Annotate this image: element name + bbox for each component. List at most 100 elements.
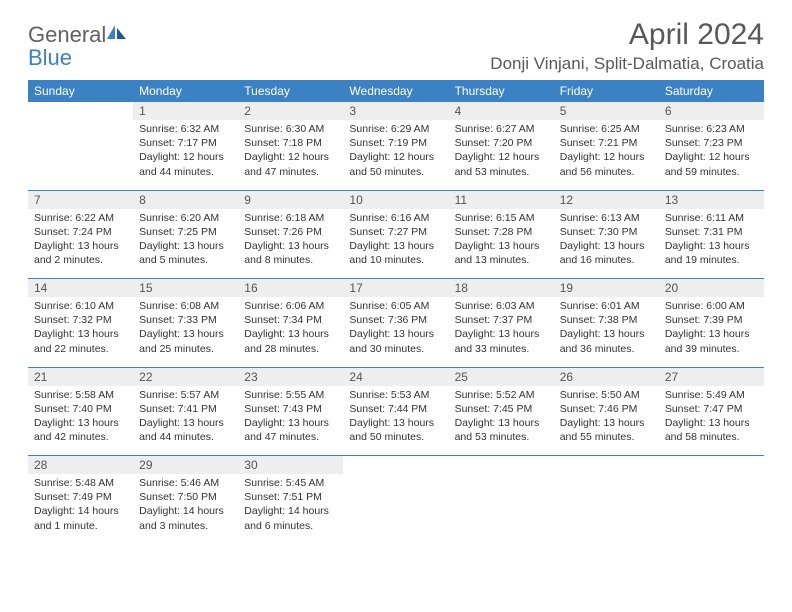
- day-details: Sunrise: 6:10 AMSunset: 7:32 PMDaylight:…: [28, 297, 133, 358]
- day-number: 10: [343, 191, 448, 209]
- day-number: 14: [28, 279, 133, 297]
- day-cell: 13Sunrise: 6:11 AMSunset: 7:31 PMDayligh…: [659, 191, 764, 279]
- day-details: Sunrise: 6:23 AMSunset: 7:23 PMDaylight:…: [659, 120, 764, 181]
- day-details: Sunrise: 6:15 AMSunset: 7:28 PMDaylight:…: [449, 209, 554, 270]
- day-cell: 26Sunrise: 5:50 AMSunset: 7:46 PMDayligh…: [554, 368, 659, 456]
- day-details: Sunrise: 5:49 AMSunset: 7:47 PMDaylight:…: [659, 386, 764, 447]
- day-number: 7: [28, 191, 133, 209]
- day-details: Sunrise: 5:50 AMSunset: 7:46 PMDaylight:…: [554, 386, 659, 447]
- day-cell: 28Sunrise: 5:48 AMSunset: 7:49 PMDayligh…: [28, 456, 133, 544]
- day-cell: 14Sunrise: 6:10 AMSunset: 7:32 PMDayligh…: [28, 279, 133, 367]
- day-details: Sunrise: 6:30 AMSunset: 7:18 PMDaylight:…: [238, 120, 343, 181]
- day-number: 28: [28, 456, 133, 474]
- day-cell: 4Sunrise: 6:27 AMSunset: 7:20 PMDaylight…: [449, 102, 554, 190]
- day-number: 27: [659, 368, 764, 386]
- weekday-header: Friday: [554, 80, 659, 102]
- day-cell: 16Sunrise: 6:06 AMSunset: 7:34 PMDayligh…: [238, 279, 343, 367]
- weekday-header: Wednesday: [343, 80, 448, 102]
- location-text: Donji Vinjani, Split-Dalmatia, Croatia: [490, 54, 764, 74]
- table-row: 28Sunrise: 5:48 AMSunset: 7:49 PMDayligh…: [28, 456, 764, 544]
- table-row: 7Sunrise: 6:22 AMSunset: 7:24 PMDaylight…: [28, 191, 764, 279]
- day-cell: 12Sunrise: 6:13 AMSunset: 7:30 PMDayligh…: [554, 191, 659, 279]
- day-details: Sunrise: 6:25 AMSunset: 7:21 PMDaylight:…: [554, 120, 659, 181]
- day-cell: 25Sunrise: 5:52 AMSunset: 7:45 PMDayligh…: [449, 368, 554, 456]
- calendar-table: SundayMondayTuesdayWednesdayThursdayFrid…: [28, 80, 764, 544]
- day-number: 5: [554, 102, 659, 120]
- day-details: Sunrise: 5:52 AMSunset: 7:45 PMDaylight:…: [449, 386, 554, 447]
- day-cell: 3Sunrise: 6:29 AMSunset: 7:19 PMDaylight…: [343, 102, 448, 190]
- day-number: 21: [28, 368, 133, 386]
- day-cell: [554, 456, 659, 544]
- day-cell: 23Sunrise: 5:55 AMSunset: 7:43 PMDayligh…: [238, 368, 343, 456]
- page-header: General Blue April 2024 Donji Vinjani, S…: [28, 18, 764, 74]
- day-number: 24: [343, 368, 448, 386]
- day-cell: 10Sunrise: 6:16 AMSunset: 7:27 PMDayligh…: [343, 191, 448, 279]
- day-details: Sunrise: 5:58 AMSunset: 7:40 PMDaylight:…: [28, 386, 133, 447]
- day-cell: 1Sunrise: 6:32 AMSunset: 7:17 PMDaylight…: [133, 102, 238, 190]
- day-number: 9: [238, 191, 343, 209]
- brand-part2: Blue: [28, 45, 72, 70]
- title-block: April 2024 Donji Vinjani, Split-Dalmatia…: [490, 18, 764, 74]
- day-details: Sunrise: 6:11 AMSunset: 7:31 PMDaylight:…: [659, 209, 764, 270]
- day-number: 29: [133, 456, 238, 474]
- day-cell: 9Sunrise: 6:18 AMSunset: 7:26 PMDaylight…: [238, 191, 343, 279]
- day-cell: 15Sunrise: 6:08 AMSunset: 7:33 PMDayligh…: [133, 279, 238, 367]
- brand-part1: General: [28, 22, 106, 47]
- day-cell: 18Sunrise: 6:03 AMSunset: 7:37 PMDayligh…: [449, 279, 554, 367]
- day-details: Sunrise: 5:46 AMSunset: 7:50 PMDaylight:…: [133, 474, 238, 535]
- day-cell: 30Sunrise: 5:45 AMSunset: 7:51 PMDayligh…: [238, 456, 343, 544]
- month-title: April 2024: [490, 18, 764, 52]
- day-number: 23: [238, 368, 343, 386]
- day-number: 30: [238, 456, 343, 474]
- day-cell: 20Sunrise: 6:00 AMSunset: 7:39 PMDayligh…: [659, 279, 764, 367]
- day-number: 13: [659, 191, 764, 209]
- day-cell: [28, 102, 133, 190]
- day-cell: [343, 456, 448, 544]
- day-cell: 17Sunrise: 6:05 AMSunset: 7:36 PMDayligh…: [343, 279, 448, 367]
- day-number: 22: [133, 368, 238, 386]
- day-details: Sunrise: 5:57 AMSunset: 7:41 PMDaylight:…: [133, 386, 238, 447]
- calendar-body: 1Sunrise: 6:32 AMSunset: 7:17 PMDaylight…: [28, 102, 764, 544]
- day-number: 3: [343, 102, 448, 120]
- day-cell: 6Sunrise: 6:23 AMSunset: 7:23 PMDaylight…: [659, 102, 764, 190]
- day-number: 1: [133, 102, 238, 120]
- weekday-header-row: SundayMondayTuesdayWednesdayThursdayFrid…: [28, 80, 764, 102]
- day-cell: 11Sunrise: 6:15 AMSunset: 7:28 PMDayligh…: [449, 191, 554, 279]
- day-cell: 5Sunrise: 6:25 AMSunset: 7:21 PMDaylight…: [554, 102, 659, 190]
- day-number: 25: [449, 368, 554, 386]
- day-number: 8: [133, 191, 238, 209]
- day-details: Sunrise: 6:22 AMSunset: 7:24 PMDaylight:…: [28, 209, 133, 270]
- day-cell: 2Sunrise: 6:30 AMSunset: 7:18 PMDaylight…: [238, 102, 343, 190]
- day-details: Sunrise: 6:27 AMSunset: 7:20 PMDaylight:…: [449, 120, 554, 181]
- day-details: Sunrise: 6:20 AMSunset: 7:25 PMDaylight:…: [133, 209, 238, 270]
- day-cell: 22Sunrise: 5:57 AMSunset: 7:41 PMDayligh…: [133, 368, 238, 456]
- day-details: Sunrise: 6:16 AMSunset: 7:27 PMDaylight:…: [343, 209, 448, 270]
- day-details: Sunrise: 5:45 AMSunset: 7:51 PMDaylight:…: [238, 474, 343, 535]
- day-cell: [659, 456, 764, 544]
- day-details: Sunrise: 6:00 AMSunset: 7:39 PMDaylight:…: [659, 297, 764, 358]
- weekday-header: Thursday: [449, 80, 554, 102]
- table-row: 1Sunrise: 6:32 AMSunset: 7:17 PMDaylight…: [28, 102, 764, 190]
- day-cell: 27Sunrise: 5:49 AMSunset: 7:47 PMDayligh…: [659, 368, 764, 456]
- weekday-header: Tuesday: [238, 80, 343, 102]
- day-number: 12: [554, 191, 659, 209]
- day-cell: [449, 456, 554, 544]
- day-details: Sunrise: 6:32 AMSunset: 7:17 PMDaylight:…: [133, 120, 238, 181]
- day-details: Sunrise: 5:48 AMSunset: 7:49 PMDaylight:…: [28, 474, 133, 535]
- sails-icon: [106, 24, 128, 40]
- day-details: Sunrise: 6:01 AMSunset: 7:38 PMDaylight:…: [554, 297, 659, 358]
- day-details: Sunrise: 6:06 AMSunset: 7:34 PMDaylight:…: [238, 297, 343, 358]
- day-number: 20: [659, 279, 764, 297]
- day-number: 15: [133, 279, 238, 297]
- brand-logo: General Blue: [28, 24, 128, 70]
- day-number: 17: [343, 279, 448, 297]
- day-number: 26: [554, 368, 659, 386]
- weekday-header: Monday: [133, 80, 238, 102]
- table-row: 14Sunrise: 6:10 AMSunset: 7:32 PMDayligh…: [28, 279, 764, 367]
- day-details: Sunrise: 6:08 AMSunset: 7:33 PMDaylight:…: [133, 297, 238, 358]
- weekday-header: Saturday: [659, 80, 764, 102]
- day-number: 11: [449, 191, 554, 209]
- day-details: Sunrise: 6:05 AMSunset: 7:36 PMDaylight:…: [343, 297, 448, 358]
- day-details: Sunrise: 6:18 AMSunset: 7:26 PMDaylight:…: [238, 209, 343, 270]
- day-details: Sunrise: 6:03 AMSunset: 7:37 PMDaylight:…: [449, 297, 554, 358]
